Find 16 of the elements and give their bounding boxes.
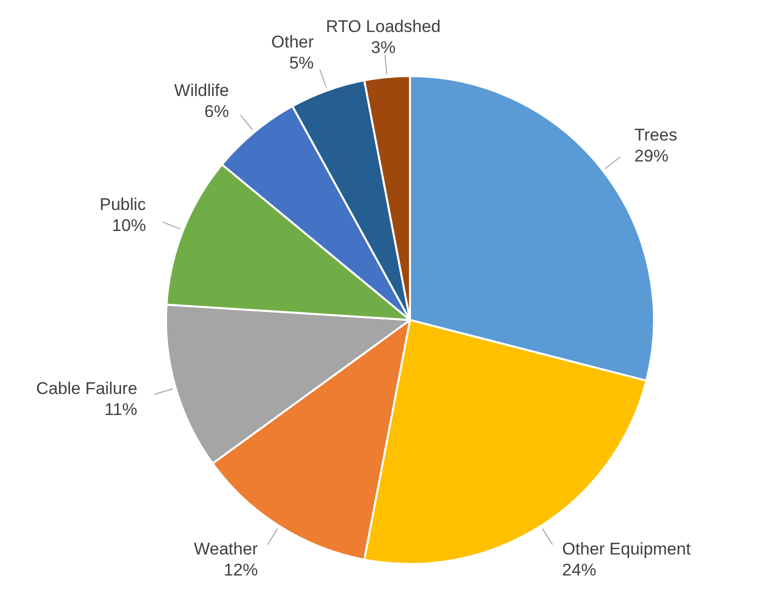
data-label: 10%	[112, 216, 146, 236]
slice-label: Cable Failure	[36, 378, 138, 398]
slice-label: RTO Loadshed	[326, 16, 441, 36]
data-label: 29%	[634, 146, 668, 166]
data-label: 3%	[370, 38, 396, 57]
data-label: 24%	[562, 560, 596, 580]
data-label: 5%	[289, 53, 314, 72]
slice-label: Other	[271, 32, 314, 52]
slice-label: Wildlife	[174, 80, 229, 100]
data-label: 11%	[104, 400, 138, 419]
slice-label: Public	[100, 195, 146, 214]
slice-label: Weather	[194, 539, 258, 558]
data-label: 12%	[224, 560, 258, 580]
slice-label: Other Equipment	[562, 539, 691, 558]
data-label: 6%	[204, 102, 229, 121]
slice-label: Trees	[634, 126, 678, 145]
